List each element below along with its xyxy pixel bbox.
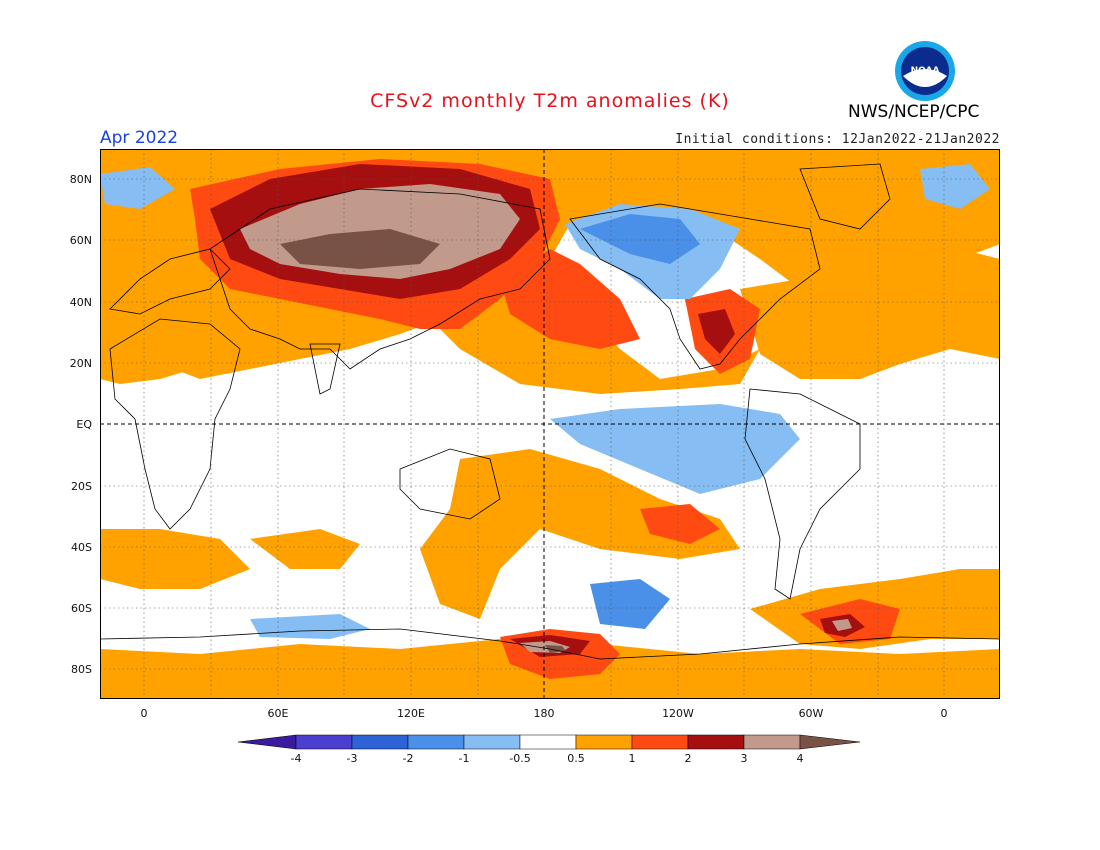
lon-label-60w: 60W (798, 707, 824, 720)
colorbar-bin (575, 734, 633, 750)
lat-label-20s: 20S (71, 480, 92, 493)
colorbar-label: 3 (740, 752, 748, 765)
lon-label-180: 180 (533, 707, 555, 720)
lat-label-60s: 60S (71, 602, 92, 615)
colorbar-end-high (799, 734, 861, 750)
colorbar-bin (351, 734, 409, 750)
colorbar-label: 1 (628, 752, 636, 765)
colorbar-label: -1 (458, 752, 470, 765)
colorbar-label: -3 (346, 752, 358, 765)
lat-label-60n: 60N (69, 234, 92, 247)
noaa-logo-text: NOAA (911, 66, 940, 76)
colorbar-bin (295, 734, 353, 750)
lat-label-40n: 40N (69, 296, 92, 309)
colorbar (238, 734, 861, 750)
lat-label-80s: 80S (71, 663, 92, 676)
colorbar-label: -0.5 (509, 752, 531, 765)
colorbar-bin (743, 734, 801, 750)
anomaly-region-south-indian-warm (250, 529, 360, 569)
lon-label-0-east: 0 (940, 707, 948, 720)
anomaly-region-siberia-max (280, 229, 440, 269)
colorbar-bin (631, 734, 689, 750)
colorbar-label: -2 (402, 752, 414, 765)
anomaly-region-tropical-pacific-cold (550, 404, 800, 494)
colorbar-label: 0.5 (567, 752, 585, 765)
lon-label-0-west: 0 (140, 707, 148, 720)
lat-label-40s: 40S (71, 541, 92, 554)
lat-label-80n: 80N (69, 173, 92, 186)
map-frame (100, 149, 1000, 699)
coastlines (100, 163, 1000, 660)
map-title: CFSv2 monthly T2m anomalies (K) (370, 90, 730, 112)
initial-conditions: Initial conditions: 12Jan2022-21Jan2022 (675, 132, 1000, 147)
colorbar-bin (407, 734, 465, 750)
forecast-month: Apr 2022 (100, 128, 179, 148)
anomaly-region-europe-warm (100, 249, 240, 384)
anomaly-region-southern-ocean-cold (590, 579, 670, 629)
colorbar-label: 4 (796, 752, 804, 765)
lon-label-60e: 60E (267, 707, 289, 720)
anomaly-region-south-pacific-warm (420, 449, 740, 619)
colorbar-bin (463, 734, 521, 750)
noaa-logo: NOAA (895, 41, 955, 101)
agency-label: NWS/NCEP/CPC (848, 102, 980, 122)
anomaly-region-south-pacific-red (640, 504, 720, 544)
anomaly-region-antarctic-cold (250, 614, 370, 639)
anomaly-region-usa-strong (698, 309, 735, 354)
anomaly-region-south-ocean-extreme (832, 619, 852, 631)
anomaly-region-atlantic-warm (740, 249, 1000, 379)
colorbar-bin (687, 734, 745, 750)
lon-label-120w: 120W (662, 707, 694, 720)
lat-label-eq: EQ (76, 418, 92, 431)
colorbar-label: 2 (684, 752, 692, 765)
colorbar-bin (519, 734, 577, 750)
lat-label-20n: 20N (69, 357, 92, 370)
colorbar-label: -4 (290, 752, 302, 765)
colorbar-end-low (238, 734, 297, 750)
anomaly-region-alaska-cold-strong (580, 214, 700, 264)
anomaly-map (100, 149, 1000, 699)
lon-label-120e: 120E (397, 707, 425, 720)
anomaly-region-scandinavia-cold (100, 167, 175, 209)
anomaly-region-south-atlantic-warm (100, 529, 250, 589)
anomaly-region-greenland-cold (920, 164, 990, 209)
